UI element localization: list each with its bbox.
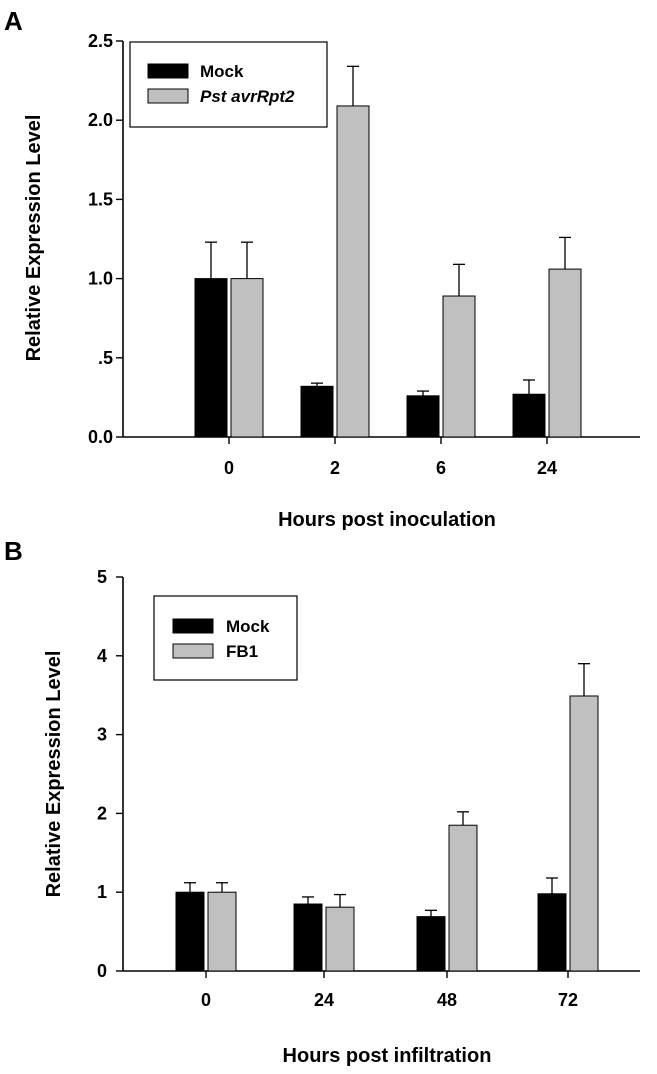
panel-b-x-axis-title: Hours post infiltration	[283, 1045, 492, 1067]
panel-a-plot: 0.0 .5 1.0 1.5 2.0 2.5 0 2 6 24	[88, 31, 640, 478]
panel-b-x-tick-label: 0	[201, 990, 211, 1010]
panel-a-x-axis-title: Hours post inoculation	[278, 509, 496, 531]
panel-b-legend-label-mock: Mock	[226, 617, 270, 636]
panel-b-bar-mock	[416, 916, 446, 972]
panel-b-label: B	[4, 536, 23, 566]
panel-b-legend: Mock FB1	[153, 595, 298, 681]
panel-a-bar-pst-avrrpt2	[442, 295, 476, 438]
panel-b-bar-mock	[175, 891, 205, 972]
panel-a-label: A	[4, 6, 23, 36]
panel-b-legend-swatch-mock	[172, 618, 214, 634]
panel-a-y-tick-label: 2.0	[88, 110, 113, 130]
panel-a-x-tick-label: 6	[436, 458, 446, 478]
panel-a-legend-box	[129, 41, 328, 128]
panel-a: A Relative Expression Level Hours post i…	[4, 6, 640, 531]
panel-b: B Relative Expression Level Hours post i…	[4, 536, 640, 1067]
panel-b-x-tick-label: 24	[314, 990, 334, 1010]
panel-a-bar-mock	[194, 278, 228, 438]
panel-b-x-tick-label: 72	[558, 990, 578, 1010]
panel-b-bar-fb1	[448, 824, 478, 972]
panel-a-y-tick-label: .5	[98, 348, 113, 368]
panel-b-legend-label-fb1: FB1	[226, 642, 258, 661]
panel-b-bar-mock	[537, 893, 567, 972]
panel-b-bar-fb1	[207, 891, 237, 972]
panel-a-legend: Mock Pst avrRpt2	[129, 41, 328, 128]
panel-a-bar-pst-avrrpt2	[336, 105, 370, 438]
panel-b-legend-swatch-fb1	[172, 643, 214, 659]
panel-a-y-tick-label: 1.0	[88, 269, 113, 289]
panel-a-y-tick-label: 0.0	[88, 427, 113, 447]
panel-a-x-tick-label: 0	[224, 458, 234, 478]
panel-a-legend-swatch-pst-avrrpt2	[147, 88, 189, 104]
panel-a-bar-mock	[512, 393, 546, 438]
panel-b-y-tick-label: 1	[97, 882, 107, 902]
panel-b-y-tick-label: 2	[97, 803, 107, 823]
panel-b-y-tick-label: 4	[97, 646, 107, 666]
panel-a-y-tick-label: 2.5	[88, 31, 113, 51]
panel-a-x-tick-label: 24	[537, 458, 557, 478]
panel-a-bar-mock	[406, 395, 440, 438]
panel-b-y-axis-title: Relative Expression Level	[43, 651, 65, 898]
panel-b-bar-fb1	[569, 695, 599, 972]
panel-a-bar-mock	[300, 385, 334, 438]
panel-b-y-tick-label: 0	[97, 961, 107, 981]
panel-b-x-tick-label: 48	[437, 990, 457, 1010]
panel-a-bar-pst-avrrpt2	[548, 268, 582, 438]
panel-a-legend-label-mock: Mock	[200, 62, 244, 81]
panel-a-bar-pst-avrrpt2	[230, 278, 264, 438]
panel-b-legend-box	[153, 595, 298, 681]
panel-b-y-tick-label: 5	[97, 567, 107, 587]
panel-b-plot: 0 1 2 3 4 5 0 24 48 72	[97, 567, 640, 1010]
panel-a-y-axis-title: Relative Expression Level	[23, 115, 45, 362]
panel-a-legend-swatch-mock	[147, 63, 189, 79]
panel-a-y-tick-label: 1.5	[88, 189, 113, 209]
panel-b-bar-fb1	[325, 906, 355, 972]
panel-b-bar-mock	[293, 903, 323, 972]
panel-a-x-tick-label: 2	[330, 458, 340, 478]
panel-a-legend-label-pst-avrrpt2: Pst avrRpt2	[200, 87, 295, 106]
panel-b-y-tick-label: 3	[97, 725, 107, 745]
